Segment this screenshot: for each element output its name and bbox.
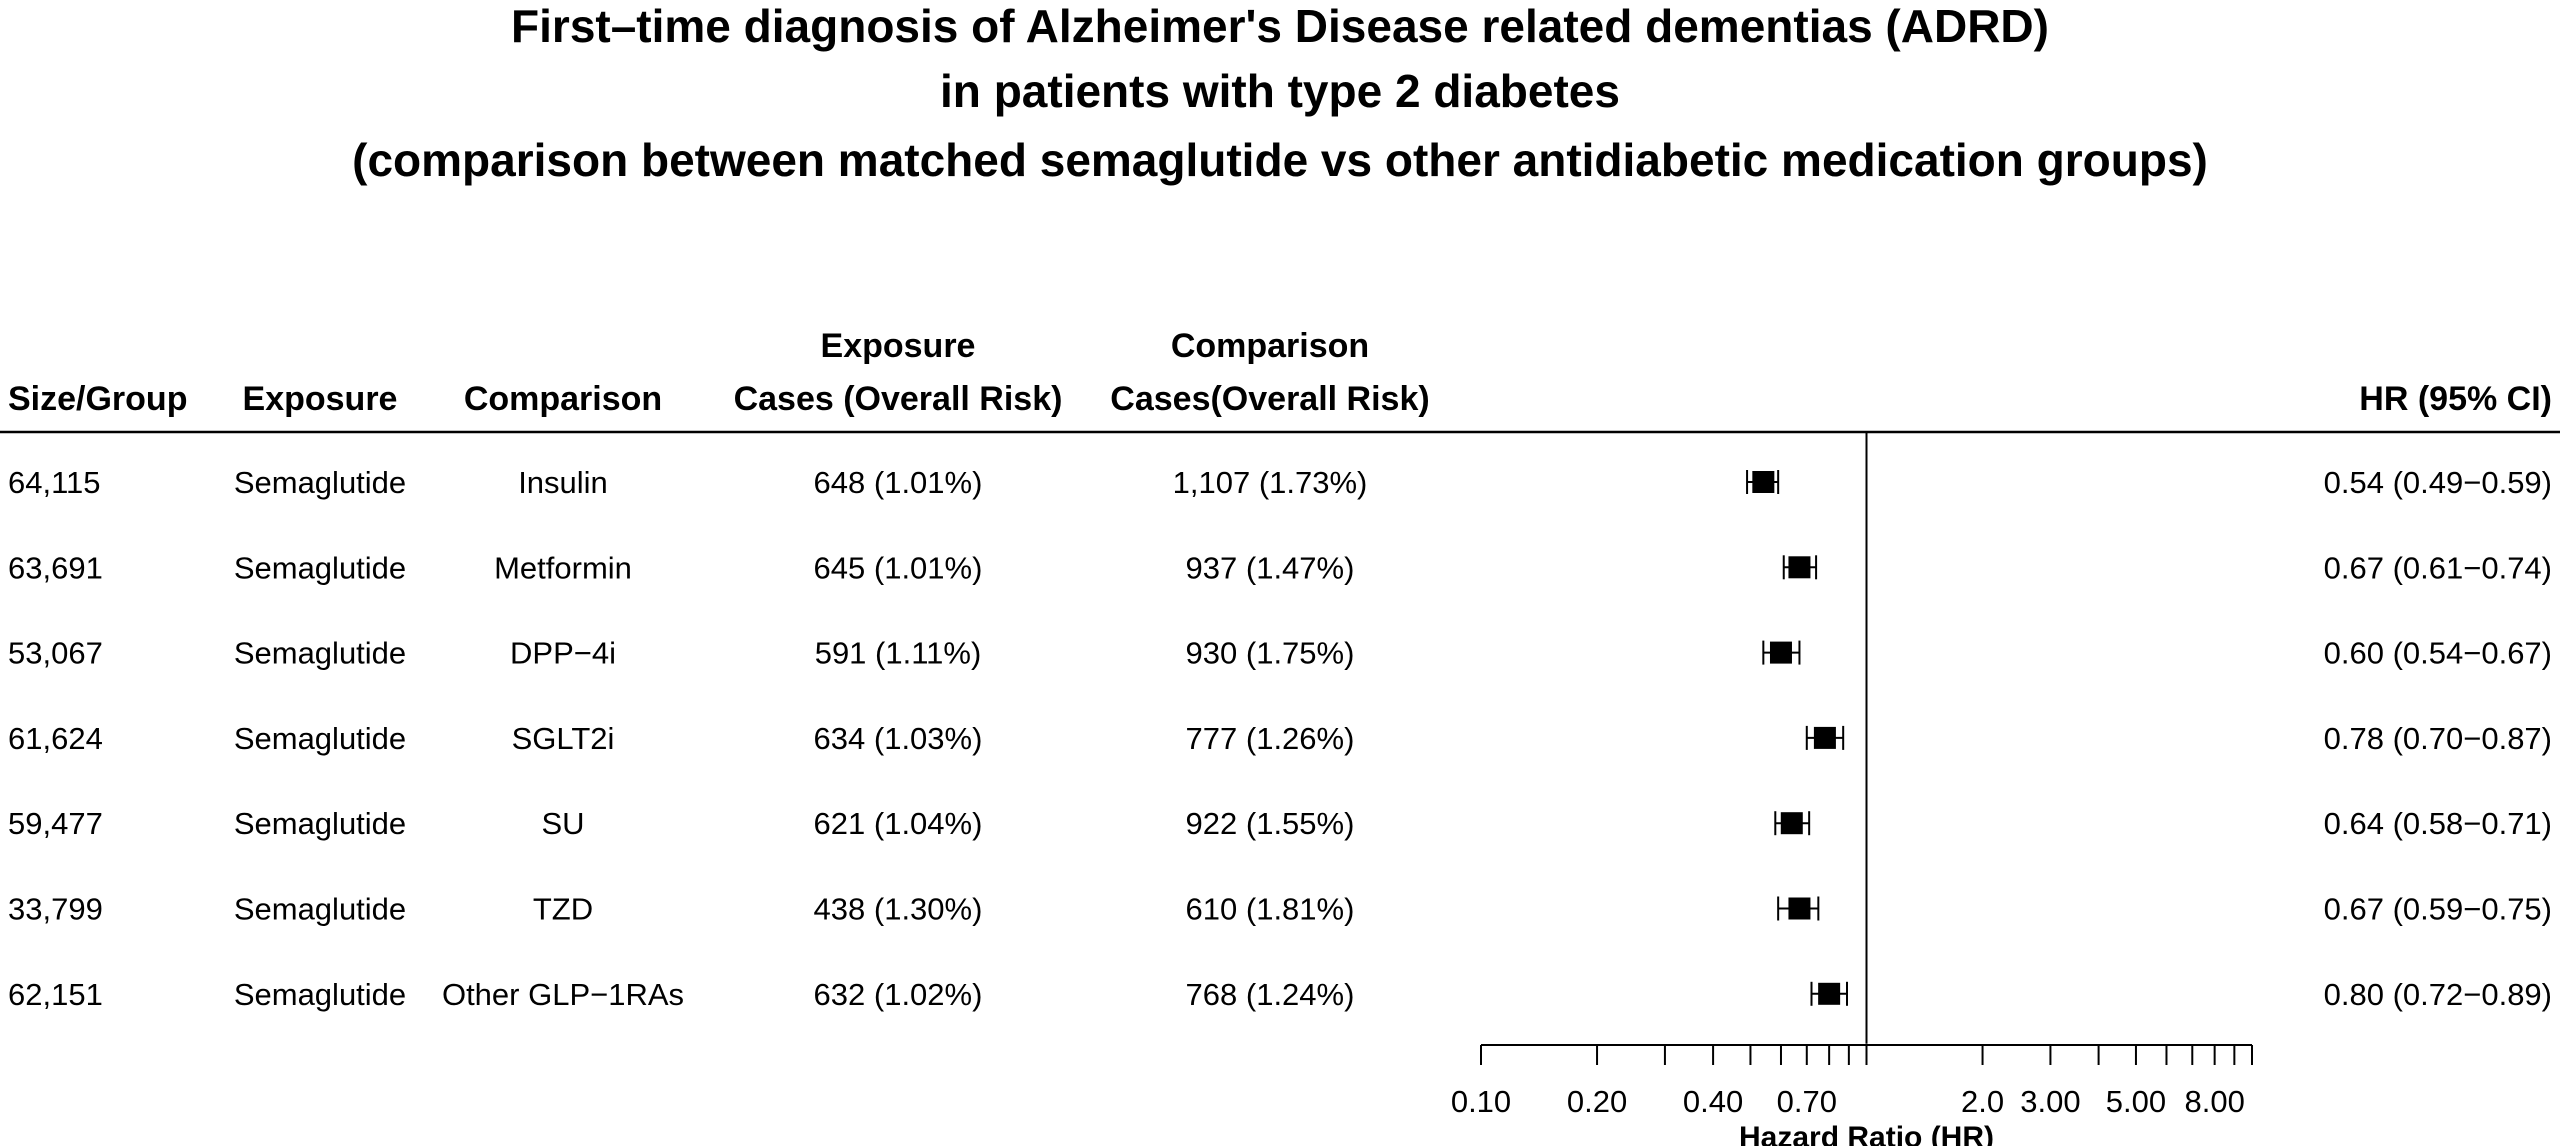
x-tick-label: 8.00 — [2184, 1084, 2244, 1119]
x-tick-label: 5.00 — [2106, 1084, 2166, 1119]
table-header: Size/Group Exposure Comparison Exposure … — [8, 327, 2552, 418]
cell-comparison: Insulin — [518, 465, 608, 500]
cell-exposure: Semaglutide — [234, 550, 406, 585]
cell-comparison-cases: 937 (1.47%) — [1186, 550, 1355, 585]
table-rows: 64,115 Semaglutide Insulin 648 (1.01%) 1,107… — [8, 465, 2552, 1012]
header-comparison: Comparison — [464, 380, 662, 418]
cell-comparison-cases: 768 (1.24%) — [1186, 977, 1355, 1012]
cell-size: 53,067 — [8, 636, 103, 671]
forest-row-marks — [1774, 811, 1811, 836]
cell-size: 63,691 — [8, 550, 103, 585]
table-row: 59,477 Semaglutide SU 621 (1.04%) 922 (1.55%… — [8, 806, 2552, 841]
cell-comparison: SU — [541, 806, 584, 841]
cell-comparison: DPP−4i — [510, 636, 616, 671]
cell-exposure: Semaglutide — [234, 721, 406, 756]
cell-hr-ci: 0.54 (0.49−0.59) — [2324, 465, 2552, 500]
cell-exposure: Semaglutide — [234, 892, 406, 927]
cell-comparison-cases: 777 (1.26%) — [1186, 721, 1355, 756]
cell-hr-ci: 0.80 (0.72−0.89) — [2324, 977, 2552, 1012]
table-row: 61,624 Semaglutide SGLT2i 634 (1.03%) 777 (1… — [8, 721, 2552, 756]
chart-title-line-3: (comparison between matched semaglutide … — [352, 134, 2208, 186]
cell-hr-ci: 0.60 (0.54−0.67) — [2324, 636, 2552, 671]
cell-comparison: Other GLP−1RAs — [442, 977, 684, 1012]
hr-point — [1813, 726, 1836, 749]
cell-comparison: SGLT2i — [512, 721, 615, 756]
x-tick-label: 0.40 — [1683, 1084, 1743, 1119]
header-size-group: Size/Group — [8, 380, 187, 418]
cell-hr-ci: 0.67 (0.61−0.74) — [2324, 550, 2552, 585]
x-tick-label: 0.20 — [1567, 1084, 1627, 1119]
header-exposure-cases-line-2: Cases (Overall Risk) — [734, 380, 1063, 418]
cell-exposure: Semaglutide — [234, 636, 406, 671]
cell-exposure: Semaglutide — [234, 977, 406, 1012]
hr-point — [1818, 982, 1841, 1005]
cell-exposure-cases: 634 (1.03%) — [814, 721, 983, 756]
hr-point — [1788, 897, 1811, 920]
cell-comparison: TZD — [533, 892, 593, 927]
hr-point — [1780, 812, 1803, 835]
plot-area — [1746, 432, 1868, 1044]
table-row: 33,799 Semaglutide TZD 438 (1.30%) 610 (1.81… — [8, 892, 2552, 927]
x-tick-label: 0.70 — [1777, 1084, 1837, 1119]
x-axis-label: Hazard Ratio (HR) — [1739, 1121, 1994, 1146]
cell-size: 64,115 — [8, 465, 101, 500]
chart-title-line-1: First–time diagnosis of Alzheimer's Dise… — [511, 0, 2049, 52]
cell-comparison-cases: 610 (1.81%) — [1186, 892, 1355, 927]
cell-comparison: Metformin — [494, 550, 632, 585]
table-row: 62,151 Semaglutide Other GLP−1RAs 632 (1.02… — [8, 977, 2552, 1012]
forest-row-marks — [1810, 981, 1848, 1006]
cell-hr-ci: 0.78 (0.70−0.87) — [2324, 721, 2552, 756]
header-exposure: Exposure — [243, 380, 398, 418]
cell-size: 59,477 — [8, 806, 103, 841]
cell-exposure-cases: 438 (1.30%) — [814, 892, 983, 927]
forest-row-marks — [1777, 896, 1820, 921]
cell-exposure: Semaglutide — [234, 806, 406, 841]
cell-exposure-cases: 648 (1.01%) — [814, 465, 983, 500]
forest-row-marks — [1805, 725, 1845, 750]
table-row: 53,067 Semaglutide DPP−4i 591 (1.11%) 930 (1… — [8, 636, 2552, 671]
cell-exposure-cases: 632 (1.02%) — [814, 977, 983, 1012]
forest-row-marks — [1782, 555, 1818, 580]
cell-comparison-cases: 1,107 (1.73%) — [1173, 465, 1368, 500]
x-tick-label: 0.10 — [1451, 1084, 1511, 1119]
chart-title: First–time diagnosis of Alzheimer's Dise… — [352, 0, 2208, 186]
cell-exposure-cases: 591 (1.11%) — [815, 636, 982, 671]
header-comparison-cases-line-1: Comparison — [1171, 327, 1369, 365]
table-row: 64,115 Semaglutide Insulin 648 (1.01%) 1,107… — [8, 465, 2552, 500]
cell-hr-ci: 0.64 (0.58−0.71) — [2324, 806, 2552, 841]
x-tick-label: 3.00 — [2020, 1084, 2080, 1119]
hr-point — [1788, 556, 1811, 579]
cell-size: 62,151 — [8, 977, 103, 1012]
table-row: 63,691 Semaglutide Metformin 645 (1.01%) 937… — [8, 550, 2552, 585]
cell-exposure-cases: 645 (1.01%) — [814, 550, 983, 585]
x-axis: 0.10 0.20 0.40 0.70 2.0 3.00 5.00 8.00 Hazard Ra… — [1451, 1044, 2253, 1146]
header-comparison-cases-line-2: Cases(Overall Risk) — [1110, 380, 1429, 418]
chart-title-line-2: in patients with type 2 diabetes — [940, 65, 1620, 117]
hr-point — [1769, 641, 1792, 664]
cell-comparison-cases: 930 (1.75%) — [1186, 636, 1355, 671]
header-hr-ci: HR (95% CI) — [2359, 380, 2552, 418]
hr-point — [1752, 471, 1775, 493]
header-exposure-cases-line-1: Exposure — [821, 327, 976, 365]
cell-size: 33,799 — [8, 892, 103, 927]
forest-row-marks — [1762, 640, 1801, 665]
cell-exposure: Semaglutide — [234, 465, 406, 500]
forest-row-marks — [1746, 470, 1780, 494]
cell-size: 61,624 — [8, 721, 103, 756]
cell-exposure-cases: 621 (1.04%) — [814, 806, 983, 841]
x-tick-label: 2.0 — [1961, 1084, 2004, 1119]
cell-comparison-cases: 922 (1.55%) — [1186, 806, 1355, 841]
cell-hr-ci: 0.67 (0.59−0.75) — [2324, 892, 2552, 927]
